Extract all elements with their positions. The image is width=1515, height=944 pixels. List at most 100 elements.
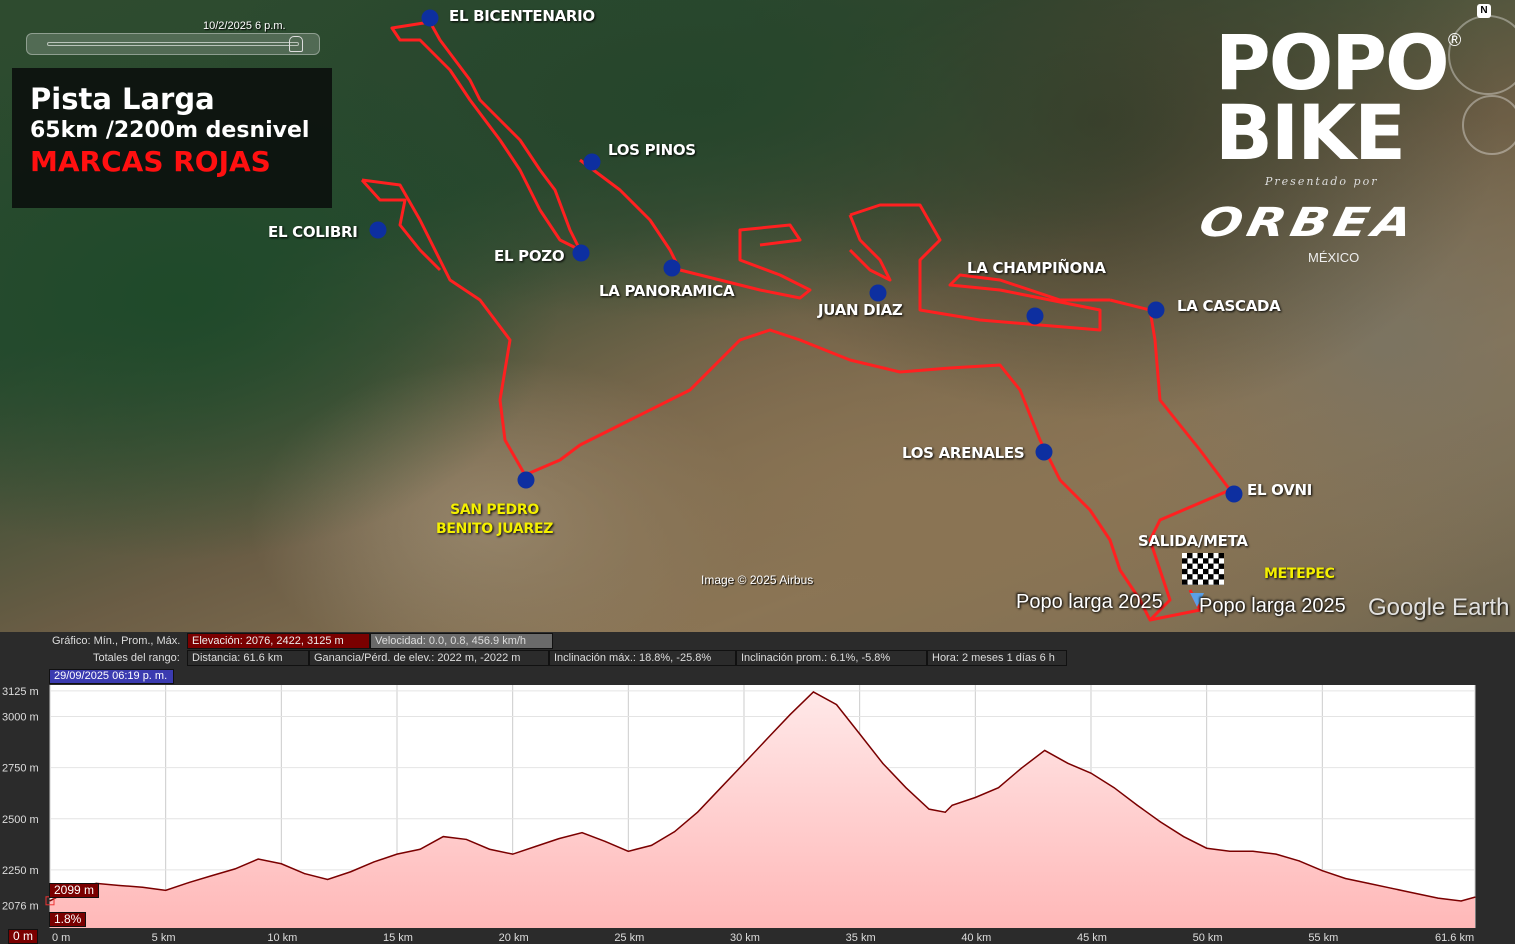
orbea-logo: ORBEA bbox=[1195, 200, 1422, 246]
cursor-slope: 1.8% bbox=[49, 912, 87, 927]
elevation-point bbox=[1182, 835, 1185, 838]
placemark-pin-icon[interactable] bbox=[1190, 593, 1204, 607]
elevation-point bbox=[1159, 821, 1161, 823]
elevation-point bbox=[488, 848, 491, 850]
elevation-point bbox=[1136, 804, 1138, 806]
elevation-point bbox=[1020, 767, 1023, 769]
placemark-label[interactable]: Popo larga 2025 bbox=[1016, 591, 1163, 613]
distance-stat: Distancia: 61.6 km bbox=[187, 650, 309, 666]
north-icon[interactable]: N bbox=[1477, 4, 1491, 18]
elevation-point bbox=[1206, 847, 1208, 849]
date-stat: 29/09/2025 06:19 p. m. bbox=[49, 669, 174, 684]
route-layer bbox=[360, 20, 1232, 622]
elevation-point bbox=[1414, 892, 1416, 894]
elevation-point bbox=[720, 787, 722, 789]
elevation-point bbox=[673, 831, 676, 833]
google-earth-watermark: Google Earth bbox=[1368, 594, 1510, 621]
elevation-point bbox=[188, 881, 190, 884]
elevation-point bbox=[1067, 762, 1069, 764]
elevation-point bbox=[835, 704, 838, 706]
waypoint-la-championa[interactable] bbox=[1026, 307, 1044, 325]
elevation-point bbox=[604, 840, 606, 843]
popo-bike-logo: POPO BIKE bbox=[1215, 18, 1450, 177]
elevation-point bbox=[1229, 850, 1231, 852]
x-tick-label: 5 km bbox=[152, 932, 176, 944]
waypoint-los-pinos[interactable] bbox=[583, 153, 601, 171]
elevation-chart[interactable]: 0 m 5 km 10 km 15 km 20 km 25 km 30 km 35 km 40 … bbox=[0, 632, 1515, 944]
elevation-point bbox=[1044, 749, 1046, 752]
waypoint-label: LA PANORAMICA bbox=[599, 282, 735, 300]
elevation-point bbox=[165, 889, 167, 891]
route-path-north bbox=[390, 20, 582, 252]
placemark-label[interactable]: Popo larga 2025 bbox=[1199, 595, 1346, 617]
elevation-point bbox=[859, 733, 861, 735]
elevation-profile-panel[interactable]: Gráfico: Mín., Prom., Máx. Elevación: 20… bbox=[0, 632, 1515, 944]
x-tick-label: 50 km bbox=[1193, 932, 1223, 944]
waypoint-la-panoramica[interactable] bbox=[663, 259, 681, 277]
waypoint-el-bicentenario[interactable] bbox=[421, 9, 439, 27]
waypoint-la-cascada[interactable] bbox=[1147, 301, 1165, 319]
waypoint-juan-diaz[interactable] bbox=[869, 284, 887, 302]
elevation-point bbox=[812, 691, 814, 693]
elevation-point bbox=[211, 875, 213, 877]
route-marks: MARCAS ROJAS bbox=[30, 145, 271, 178]
waypoint-label: LOS ARENALES bbox=[902, 444, 1025, 462]
elevation-point bbox=[789, 713, 791, 716]
route-title: Pista Larga bbox=[30, 82, 215, 116]
x-tick-label: 40 km bbox=[961, 932, 991, 944]
elevation-point bbox=[1460, 900, 1462, 902]
x-tick-label: 25 km bbox=[614, 932, 644, 944]
y-tick-label: 2250 m bbox=[2, 865, 39, 877]
max-slope-stat: Inclinación máx.: 18.8%, -25.8% bbox=[549, 650, 736, 666]
elevation-point bbox=[627, 850, 629, 852]
elevation-point bbox=[1298, 860, 1300, 862]
waypoint-san-pedro[interactable] bbox=[517, 471, 535, 489]
x-tick-label: 61.6 km bbox=[1435, 932, 1474, 944]
elevation-point bbox=[766, 738, 768, 740]
elevation-point bbox=[1344, 877, 1347, 880]
elevation-point bbox=[997, 787, 1000, 789]
elevation-point bbox=[118, 884, 120, 887]
elevation-point bbox=[1321, 870, 1323, 872]
x-tick-label: 35 km bbox=[846, 932, 876, 944]
orbea-country: MÉXICO bbox=[1308, 250, 1360, 265]
elevation-area bbox=[50, 691, 1475, 928]
elevation-point bbox=[326, 878, 329, 881]
waypoint-el-pozo[interactable] bbox=[572, 244, 590, 262]
elevation-point bbox=[1252, 850, 1254, 852]
elevation-point bbox=[49, 900, 51, 902]
cursor-elevation: 2099 m bbox=[49, 883, 100, 898]
elevation-point bbox=[512, 853, 514, 855]
time-stat: Hora: 2 meses 1 días 6 h bbox=[927, 650, 1067, 666]
elevation-point bbox=[743, 762, 745, 764]
x-tick-label: 10 km bbox=[267, 932, 297, 944]
elevation-point bbox=[1113, 787, 1115, 789]
elevation-stat-button[interactable]: Elevación: 2076, 2422, 3125 m bbox=[187, 633, 370, 649]
elevation-point bbox=[257, 858, 259, 860]
elevation-point bbox=[234, 868, 236, 870]
time-slider-thumb[interactable] bbox=[289, 36, 303, 52]
waypoint-label: EL COLIBRI bbox=[268, 223, 358, 241]
x-tick-label: 0 m bbox=[52, 932, 70, 944]
elevation-point bbox=[373, 861, 375, 863]
map-view[interactable]: 10/2/2025 6 p.m. Pista Larga 65km /2200m… bbox=[0, 0, 1515, 632]
time-slider-track[interactable] bbox=[47, 42, 299, 46]
elevation-point bbox=[465, 838, 467, 841]
x-tick-label: 20 km bbox=[499, 932, 529, 944]
waypoint-label: LOS PINOS bbox=[608, 141, 696, 159]
route-path-west bbox=[361, 178, 1232, 622]
elevation-point bbox=[141, 886, 144, 888]
waypoint-el-ovni[interactable] bbox=[1225, 485, 1243, 503]
waypoint-el-colibri[interactable] bbox=[369, 221, 387, 239]
cursor-distance: 0 m bbox=[8, 929, 39, 944]
elevation-point bbox=[944, 811, 946, 813]
elevation-point bbox=[905, 787, 907, 789]
move-control[interactable] bbox=[1462, 95, 1515, 155]
town-label-san-pedro: SAN PEDRO BENITO JUAREZ bbox=[436, 502, 554, 537]
elevation-point bbox=[581, 832, 583, 834]
time-slider[interactable] bbox=[26, 33, 320, 55]
speed-stat-button[interactable]: Velocidad: 0.0, 0.8, 456.9 km/h bbox=[370, 633, 553, 649]
elevation-point bbox=[442, 835, 444, 838]
waypoint-los-arenales[interactable] bbox=[1035, 443, 1053, 461]
image-credit: Image © 2025 Airbus bbox=[701, 573, 814, 587]
